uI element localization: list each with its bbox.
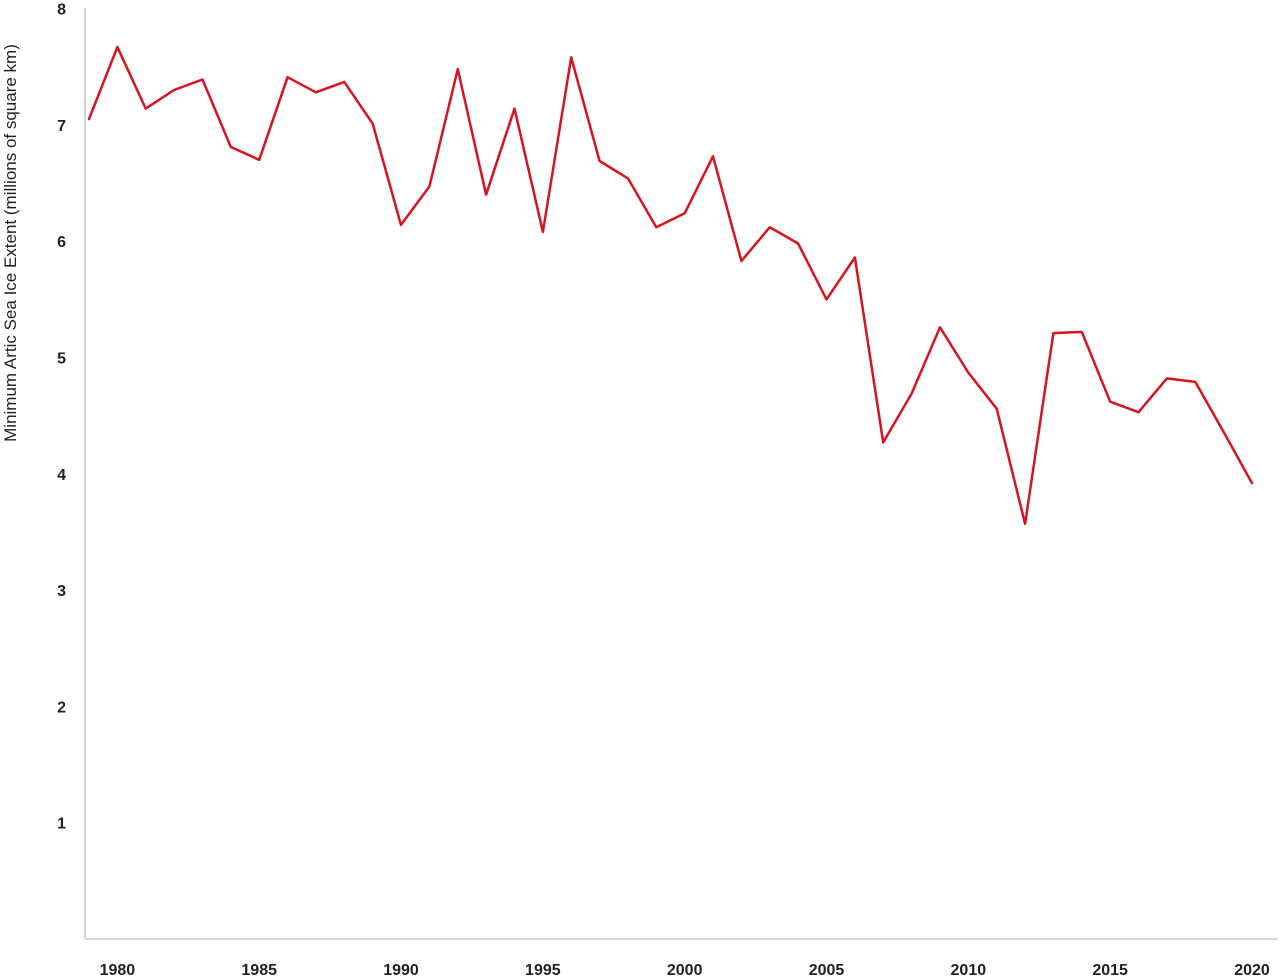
x-tick-label: 2010: [951, 962, 987, 978]
x-tick-label: 2005: [809, 962, 845, 978]
y-tick-label: 6: [57, 234, 66, 251]
y-axis-title: Minimum Artic Sea Ice Extent (millions o…: [1, 44, 20, 442]
x-tick-label: 2015: [1092, 962, 1128, 978]
x-tick-label: 2020: [1234, 962, 1270, 978]
axes: [84, 8, 1277, 940]
y-tick-labels: 1 2 3 4 5 6 7 8: [57, 2, 66, 833]
y-tick-label: 7: [57, 118, 66, 135]
y-tick-label: 3: [57, 583, 66, 600]
y-tick-label: 8: [57, 2, 66, 19]
y-tick-label: 5: [57, 351, 66, 368]
x-tick-label: 1995: [525, 962, 561, 978]
series-line: [87, 45, 1254, 526]
x-tick-label: 1990: [383, 962, 419, 978]
y-tick-label: 1: [57, 816, 66, 833]
series-layer: [87, 45, 1254, 526]
y-tick-label: 2: [57, 699, 66, 716]
x-tick-label: 2000: [667, 962, 703, 978]
x-tick-label: 1985: [241, 962, 277, 978]
x-tick-labels: 1980 1985 1990 1995 2000 2005 2010 2015 2020: [100, 962, 1270, 978]
y-tick-label: 4: [57, 467, 66, 484]
x-tick-label: 1980: [100, 962, 136, 978]
